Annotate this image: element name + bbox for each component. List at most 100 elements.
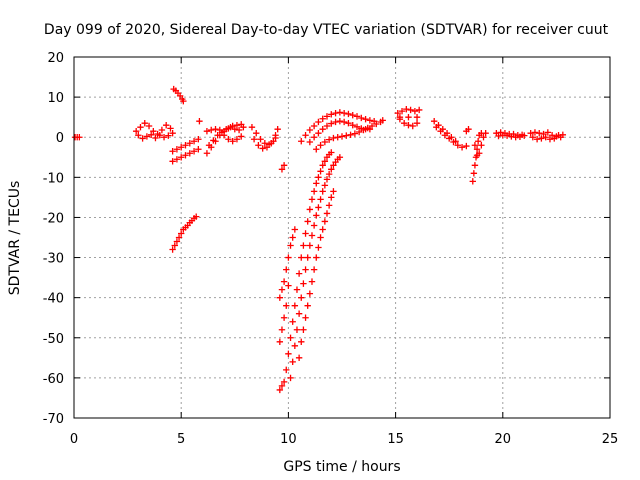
data-point-marker <box>340 118 348 126</box>
data-point-marker <box>302 132 309 139</box>
data-point-marker <box>340 109 348 117</box>
data-point-marker <box>298 338 305 345</box>
data-point-marker <box>450 138 457 146</box>
data-point-marker <box>313 146 320 153</box>
data-point-marker <box>231 126 238 133</box>
data-point-marker <box>313 180 320 187</box>
data-point-marker <box>321 218 329 225</box>
data-point-marker <box>325 170 333 178</box>
data-point-marker <box>542 134 549 141</box>
data-point-marker <box>353 123 361 130</box>
data-point-marker <box>176 92 184 100</box>
data-point-marker <box>345 110 352 118</box>
data-point-marker <box>150 128 157 135</box>
data-point-marker <box>250 136 258 143</box>
data-point-marker <box>203 128 211 135</box>
data-point-marker <box>411 107 419 115</box>
data-point-marker <box>291 342 299 349</box>
data-point-marker <box>276 386 284 394</box>
data-point-marker <box>291 302 299 309</box>
data-point-marker <box>308 196 316 203</box>
data-point-marker <box>223 126 230 133</box>
data-point-marker <box>355 128 363 136</box>
x-tick-label: 15 <box>387 432 404 447</box>
data-point-marker <box>255 142 262 149</box>
y-tick-label: 10 <box>47 91 64 106</box>
data-point-marker <box>302 230 309 237</box>
data-point-marker <box>471 162 479 169</box>
data-point-marker <box>306 242 314 249</box>
data-point-marker <box>171 242 178 249</box>
data-point-marker <box>533 136 541 143</box>
data-point-marker <box>257 136 264 143</box>
data-point-marker <box>415 106 423 114</box>
data-point-marker <box>538 135 545 142</box>
data-point-marker <box>212 126 219 133</box>
data-point-marker <box>315 204 322 211</box>
data-point-marker <box>317 234 324 241</box>
data-point-marker <box>400 119 408 127</box>
data-point-marker <box>173 146 181 153</box>
data-point-marker <box>304 218 311 225</box>
data-point-marker <box>182 142 189 149</box>
data-point-marker <box>132 128 140 135</box>
data-point-marker <box>162 121 170 129</box>
data-point-marker <box>330 188 337 195</box>
data-point-marker <box>321 138 329 146</box>
series-isolated-5.8 <box>196 117 203 125</box>
data-point-marker <box>304 302 311 309</box>
data-point-marker <box>169 148 176 155</box>
data-point-marker <box>259 145 266 152</box>
data-point-marker <box>280 278 288 285</box>
data-point-marker <box>169 246 176 253</box>
data-point-marker <box>336 154 344 161</box>
data-point-marker <box>343 132 350 139</box>
data-point-marker <box>349 111 356 119</box>
data-point-marker <box>287 334 294 341</box>
data-point-marker <box>306 290 314 297</box>
data-point-marker <box>233 136 241 143</box>
data-point-marker <box>373 120 380 128</box>
data-point-marker <box>516 133 524 141</box>
data-point-marker <box>196 117 203 125</box>
data-point-marker <box>473 146 481 153</box>
data-point-marker <box>302 266 309 273</box>
data-point-marker <box>345 119 352 127</box>
data-point-marker <box>178 154 185 161</box>
data-point-marker <box>362 115 369 123</box>
series-pass-mid-15 <box>394 105 423 130</box>
series-pass-early-1 <box>132 119 176 142</box>
data-point-marker <box>152 134 159 142</box>
data-point-marker <box>283 302 290 309</box>
data-point-marker <box>76 134 83 141</box>
data-point-marker <box>521 132 528 139</box>
data-point-marker <box>405 121 412 129</box>
data-point-marker <box>268 140 275 147</box>
data-point-marker <box>358 114 365 122</box>
data-point-marker <box>310 134 318 141</box>
data-point-marker <box>317 142 324 149</box>
y-tick-label: -30 <box>43 252 64 267</box>
data-point-marker <box>315 130 322 137</box>
x-tick-label: 5 <box>177 432 185 447</box>
data-point-marker <box>328 166 335 173</box>
data-point-marker <box>310 266 318 273</box>
series-pass-deep-1 <box>276 226 299 345</box>
x-tick-label: 25 <box>602 432 619 447</box>
data-point-marker <box>360 126 367 134</box>
y-tick-label: -40 <box>43 292 64 307</box>
data-point-marker <box>278 326 286 333</box>
data-point-marker <box>289 318 296 325</box>
data-point-marker <box>167 125 174 132</box>
data-point-marker <box>210 137 217 144</box>
data-point-marker <box>227 123 234 131</box>
data-point-marker <box>403 105 410 113</box>
data-point-marker <box>437 128 444 135</box>
data-point-marker <box>409 122 416 130</box>
data-point-marker <box>413 119 421 127</box>
series-pass-early-2 <box>169 136 202 165</box>
data-point-marker <box>235 126 243 134</box>
data-point-marker <box>478 142 485 149</box>
data-point-marker <box>173 238 181 245</box>
data-point-marker <box>495 132 502 140</box>
